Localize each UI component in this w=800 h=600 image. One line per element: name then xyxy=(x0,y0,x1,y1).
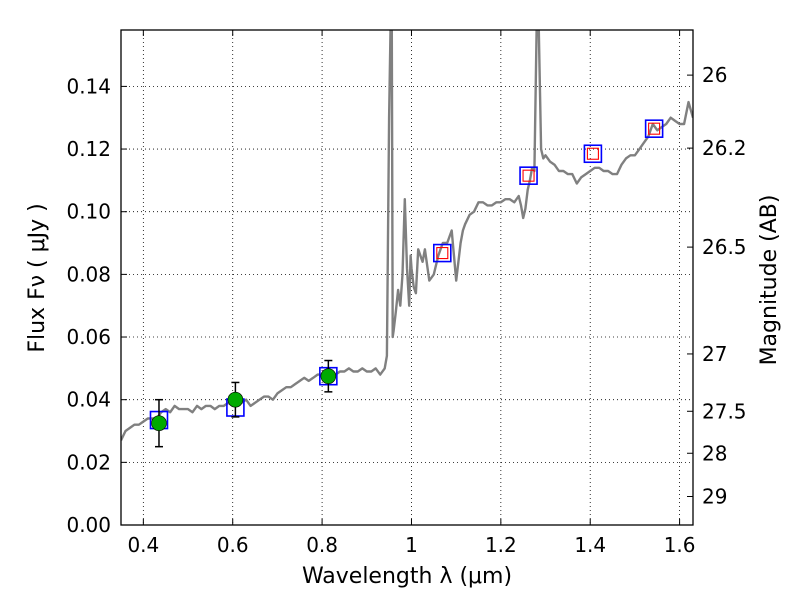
right-tick-label: 28 xyxy=(702,441,727,465)
observed-nir-square xyxy=(586,147,599,160)
y-tick-label: 0.12 xyxy=(66,137,111,161)
right-tick-label: 26.5 xyxy=(702,235,747,259)
model-photometry-square xyxy=(644,119,664,138)
x-tick-label: 1.6 xyxy=(664,533,696,557)
y-axis-label: Flux Fν ( μJy ) xyxy=(25,203,50,352)
y-tick-label: 0.10 xyxy=(66,200,111,224)
model-photometry-square xyxy=(583,144,603,164)
observed-nir-square xyxy=(522,169,535,182)
plot-area xyxy=(121,30,693,448)
y-tick-label: 0.06 xyxy=(66,325,111,349)
x-tick-label: 0.4 xyxy=(127,533,159,557)
observed-nir-square xyxy=(436,247,449,260)
x-tick-label: 0.8 xyxy=(306,533,338,557)
y-tick-label: 0.08 xyxy=(66,262,111,286)
right-tick-label: 26 xyxy=(702,63,727,87)
plot-frame xyxy=(120,29,694,526)
y-tick-label: 0.14 xyxy=(66,74,111,98)
axis-ticks: 0.4 0.6 0.8 1 1.2 1.4 1.6 0.00 0.02 0.04 0.06 0.08 0… xyxy=(66,30,747,557)
x-tick-label: 0.6 xyxy=(217,533,249,557)
model-photometry-square xyxy=(519,166,538,185)
y-tick-label: 0.02 xyxy=(66,450,111,474)
y-tick-label: 0.04 xyxy=(66,388,111,412)
x-tick-label: 1.4 xyxy=(574,533,606,557)
x-tick-label: 1 xyxy=(405,533,418,557)
model-photometry-square xyxy=(433,243,452,263)
x-axis-label: Wavelength λ (μm) xyxy=(302,564,512,589)
y-right-axis-label: Magnitude (AB) xyxy=(757,195,782,366)
right-tick-label: 26.2 xyxy=(702,136,747,160)
y-tick-label: 0.00 xyxy=(66,513,111,537)
x-tick-label: 1.2 xyxy=(485,533,517,557)
right-tick-label: 27.5 xyxy=(702,399,747,423)
observed-flux-point xyxy=(227,391,244,408)
right-tick-label: 29 xyxy=(702,484,727,508)
observed-nir-square xyxy=(648,122,661,135)
observed-flux-point xyxy=(320,368,337,384)
right-tick-label: 27 xyxy=(702,342,727,366)
observed-flux-point xyxy=(151,415,167,431)
